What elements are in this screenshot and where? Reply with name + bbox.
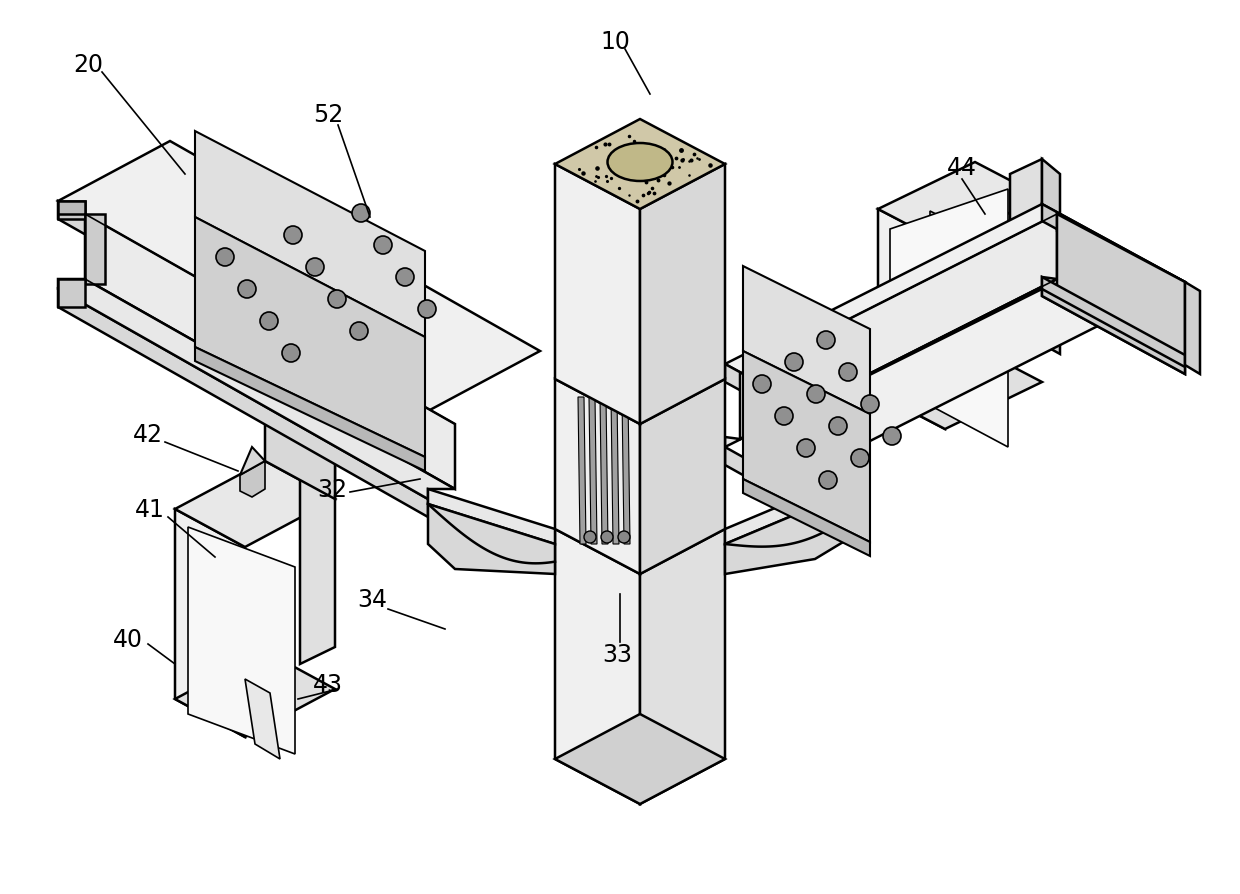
Polygon shape	[611, 398, 619, 544]
Polygon shape	[175, 461, 335, 547]
Polygon shape	[1042, 205, 1185, 299]
Polygon shape	[1185, 283, 1200, 375]
Polygon shape	[589, 398, 596, 544]
Circle shape	[775, 408, 794, 426]
Circle shape	[861, 395, 879, 414]
Polygon shape	[175, 651, 335, 738]
Polygon shape	[1011, 160, 1042, 359]
Polygon shape	[1056, 215, 1185, 299]
Circle shape	[584, 531, 596, 544]
Circle shape	[352, 205, 370, 223]
Polygon shape	[1042, 290, 1185, 375]
Circle shape	[817, 332, 835, 350]
Polygon shape	[86, 215, 105, 284]
Polygon shape	[58, 142, 539, 411]
Polygon shape	[195, 131, 425, 338]
Circle shape	[851, 450, 869, 468]
Polygon shape	[58, 280, 455, 500]
Polygon shape	[195, 348, 425, 471]
Text: 33: 33	[601, 642, 632, 666]
Polygon shape	[878, 210, 945, 429]
Polygon shape	[265, 418, 335, 500]
Polygon shape	[725, 469, 868, 544]
Polygon shape	[725, 365, 868, 460]
Text: 52: 52	[312, 103, 343, 127]
Polygon shape	[878, 348, 1042, 429]
Circle shape	[418, 300, 436, 318]
Circle shape	[374, 237, 392, 255]
Polygon shape	[556, 380, 640, 574]
Polygon shape	[878, 163, 1042, 245]
Polygon shape	[58, 202, 86, 215]
Polygon shape	[556, 529, 640, 804]
Text: 10: 10	[600, 30, 630, 54]
Polygon shape	[300, 457, 335, 664]
Circle shape	[601, 531, 613, 544]
Polygon shape	[58, 280, 86, 308]
Polygon shape	[175, 510, 246, 738]
Polygon shape	[241, 461, 265, 497]
Polygon shape	[743, 351, 870, 543]
Polygon shape	[930, 212, 950, 252]
Polygon shape	[640, 529, 725, 804]
Circle shape	[260, 313, 278, 331]
Circle shape	[350, 323, 368, 341]
Circle shape	[830, 417, 847, 435]
Polygon shape	[58, 202, 428, 429]
Polygon shape	[725, 485, 868, 574]
Circle shape	[807, 385, 825, 403]
Text: 20: 20	[73, 53, 103, 77]
Circle shape	[797, 440, 815, 458]
Polygon shape	[58, 290, 428, 518]
Polygon shape	[241, 448, 265, 476]
Polygon shape	[743, 266, 870, 415]
Polygon shape	[556, 164, 640, 425]
Polygon shape	[556, 120, 725, 210]
Circle shape	[306, 258, 324, 276]
Polygon shape	[640, 164, 725, 425]
Polygon shape	[86, 215, 455, 489]
Polygon shape	[556, 714, 725, 804]
Circle shape	[216, 249, 234, 266]
Polygon shape	[725, 448, 868, 545]
Ellipse shape	[608, 144, 672, 181]
Polygon shape	[246, 679, 280, 759]
Circle shape	[238, 281, 255, 299]
Circle shape	[883, 427, 901, 445]
Polygon shape	[428, 489, 556, 544]
Polygon shape	[58, 202, 86, 220]
Circle shape	[818, 471, 837, 489]
Polygon shape	[600, 398, 608, 544]
Circle shape	[753, 375, 771, 393]
Polygon shape	[188, 527, 295, 755]
Text: 42: 42	[133, 423, 162, 446]
Text: 41: 41	[135, 497, 165, 521]
Circle shape	[618, 531, 630, 544]
Circle shape	[329, 291, 346, 308]
Circle shape	[785, 354, 804, 372]
Polygon shape	[428, 504, 556, 574]
Polygon shape	[725, 278, 1056, 448]
Circle shape	[281, 344, 300, 363]
Text: 32: 32	[317, 477, 347, 502]
Polygon shape	[195, 218, 425, 458]
Circle shape	[396, 269, 414, 287]
Circle shape	[284, 227, 303, 245]
Polygon shape	[578, 398, 587, 544]
Polygon shape	[1042, 160, 1060, 355]
Polygon shape	[725, 205, 1185, 443]
Polygon shape	[743, 479, 870, 556]
Text: 40: 40	[113, 628, 143, 651]
Circle shape	[839, 364, 857, 382]
Polygon shape	[640, 380, 725, 574]
Text: 34: 34	[357, 587, 387, 611]
Polygon shape	[1042, 278, 1185, 375]
Text: 43: 43	[312, 672, 343, 696]
Polygon shape	[890, 190, 1008, 448]
Text: 44: 44	[947, 156, 977, 180]
Polygon shape	[622, 398, 630, 544]
Polygon shape	[740, 215, 1056, 440]
Polygon shape	[1056, 215, 1185, 365]
